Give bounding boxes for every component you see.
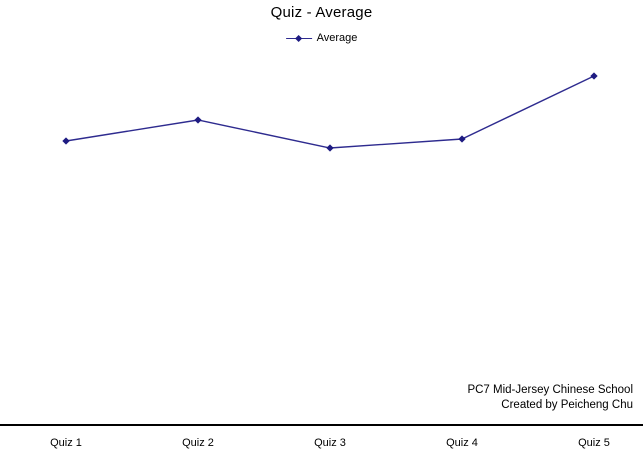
x-axis-label: Quiz 5 xyxy=(578,437,610,449)
x-axis-label: Quiz 4 xyxy=(446,437,478,449)
credit-line-2: Created by Peicheng Chu xyxy=(501,399,633,411)
legend-series-key-icon xyxy=(285,33,312,43)
credit-line-1: PC7 Mid-Jersey Chinese School xyxy=(467,384,633,396)
x-axis-label: Quiz 3 xyxy=(314,437,346,449)
legend-label: Average xyxy=(316,32,358,44)
x-axis-label: Quiz 2 xyxy=(182,437,214,449)
legend: Average xyxy=(285,31,358,45)
x-axis-label: Quiz 1 xyxy=(50,437,82,449)
credit-text: PC7 Mid-Jersey Chinese School Created by… xyxy=(467,383,633,413)
x-axis-line xyxy=(0,424,643,426)
chart-title: Quiz - Average xyxy=(270,4,373,21)
